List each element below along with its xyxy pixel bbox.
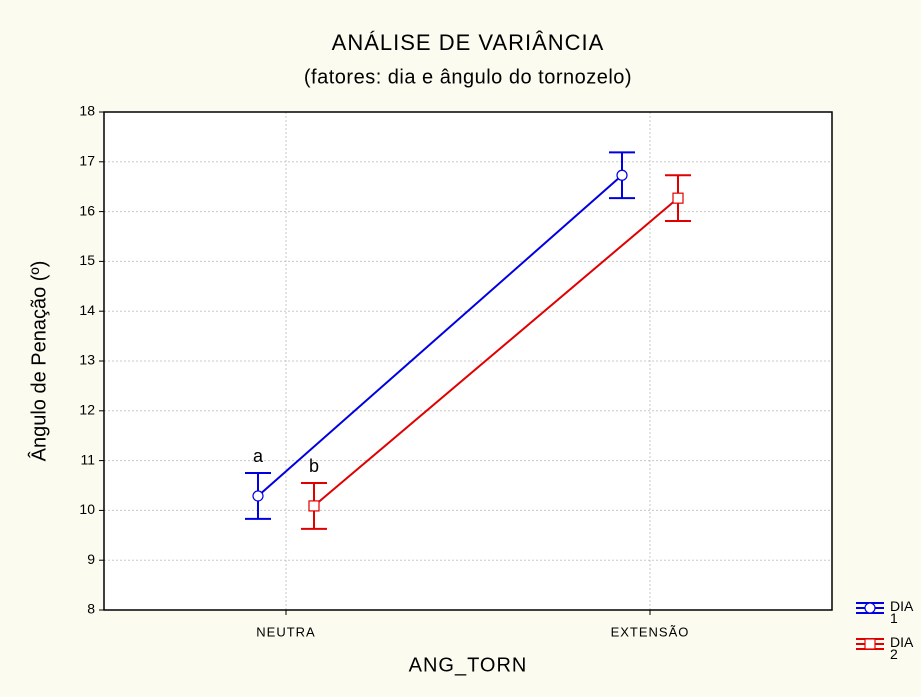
y-tick-label: 13 (79, 352, 95, 368)
legend-label: DIA 2 (890, 634, 913, 662)
chart-subtitle: (fatores: dia e ângulo do tornozelo) (304, 66, 632, 88)
point (308, 500, 320, 512)
y-tick-label: 18 (79, 103, 95, 119)
x-axis-label: ANG_TORN (409, 654, 528, 676)
x-tick-label: NEUTRA (256, 624, 315, 639)
x-tick-label: EXTENSÃO (611, 624, 690, 639)
point (672, 192, 684, 204)
annotation: a (253, 446, 264, 466)
y-tick-label: 11 (80, 451, 95, 467)
series-line (313, 197, 679, 507)
annotation: b (309, 456, 319, 476)
legend-label: DIA 1 (890, 598, 913, 626)
y-tick-label: 15 (79, 252, 95, 268)
y-tick-label: 9 (87, 551, 95, 567)
chart-title: ANÁLISE DE VARIÂNCIA (332, 30, 605, 55)
y-axis-label: Ângulo de Penação (º) (27, 261, 50, 462)
y-tick-label: 10 (79, 501, 95, 517)
point (252, 490, 264, 502)
series-line (257, 174, 623, 497)
y-tick-label: 8 (87, 601, 95, 617)
legend-marker (864, 602, 876, 614)
point (616, 169, 628, 181)
y-tick-label: 14 (79, 302, 95, 318)
plot-frame (103, 111, 833, 611)
y-tick-label: 17 (79, 153, 95, 169)
legend-marker (864, 638, 876, 650)
y-tick-label: 16 (79, 202, 95, 218)
y-tick-label: 12 (79, 402, 95, 418)
